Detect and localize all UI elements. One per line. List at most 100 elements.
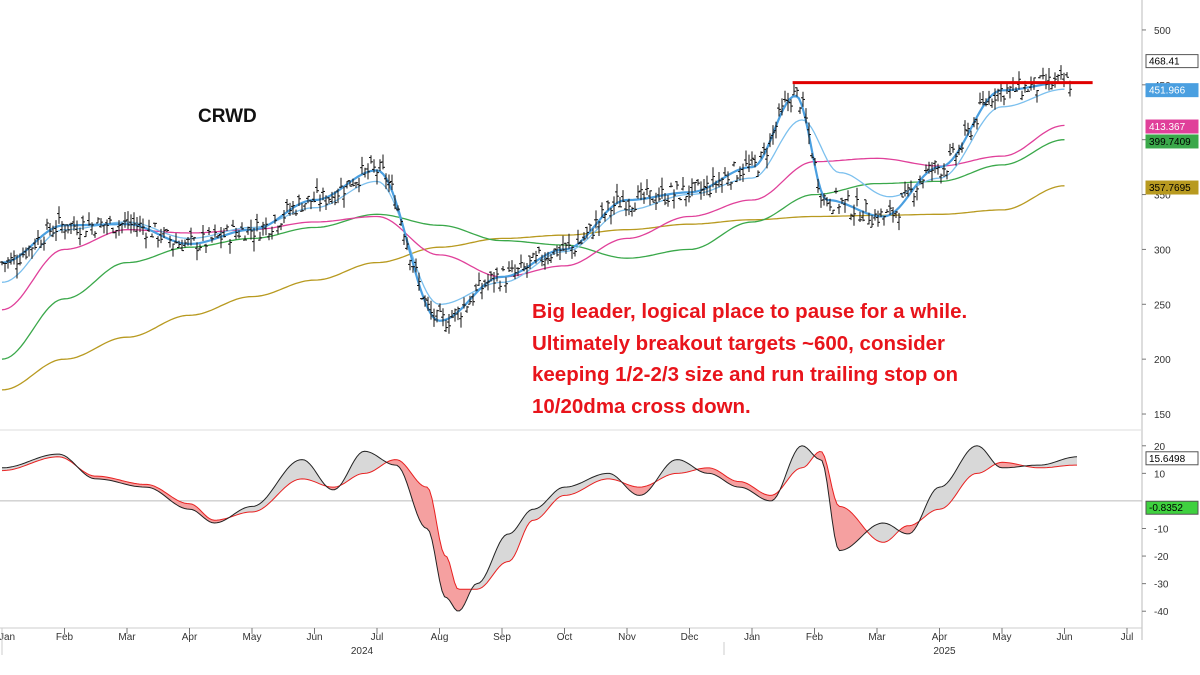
oscillator-band [727, 476, 730, 484]
oscillator-band [94, 476, 97, 479]
oscillator-band [497, 543, 500, 570]
oscillator-band [852, 513, 855, 546]
oscillator-band [332, 487, 335, 490]
oscillator-band [857, 518, 860, 542]
x-tick-label: Mar [118, 632, 136, 643]
oscillator-band [1049, 463, 1052, 468]
oscillator-band [372, 453, 375, 472]
oscillator-band [507, 533, 510, 562]
oscillator-band [932, 490, 935, 512]
oscillator-band [662, 468, 665, 479]
oscillator-band [104, 476, 107, 480]
oscillator-band [769, 495, 772, 501]
last-value-label: 357.7695 [1149, 183, 1191, 194]
oscillator-band [987, 453, 990, 470]
oscillator-band [557, 488, 560, 499]
oscillator-band [939, 486, 942, 510]
oscillator-band [1057, 460, 1060, 467]
oscillator-band [284, 469, 287, 488]
oscillator-band [874, 524, 877, 541]
oscillator-band [637, 487, 640, 496]
oscillator-band [1062, 458, 1065, 467]
oscillator-band [787, 464, 790, 481]
oscillator-band [729, 478, 732, 486]
oscillator-band [767, 494, 770, 501]
x-tick-label: Jul [1121, 632, 1134, 643]
y-tick-label: 150 [1154, 410, 1171, 421]
oscillator-band [249, 506, 252, 513]
oscillator-band [484, 572, 487, 586]
oscillator-band [1064, 458, 1067, 466]
oscillator-band [182, 502, 185, 509]
oscillator-band [589, 477, 592, 486]
osc-y-tick-label: -10 [1154, 525, 1169, 536]
oscillator-band [412, 474, 415, 507]
osc-y-tick-label: 10 [1154, 469, 1166, 480]
osc-last-value-badge [1145, 451, 1199, 466]
last-value-badge [1145, 83, 1199, 98]
ma10-line [1, 81, 1065, 322]
oscillator-band [359, 451, 362, 475]
oscillator-band [732, 479, 735, 487]
oscillator-band [819, 451, 822, 461]
oscillator-band [544, 500, 547, 514]
oscillator-band [282, 472, 285, 491]
x-tick-label: Jun [1056, 632, 1072, 643]
oscillator-band [717, 470, 720, 478]
osc-last-value-label: -0.8352 [1149, 503, 1183, 514]
oscillator-band [747, 483, 750, 491]
year-label: 2024 [351, 646, 374, 657]
oscillator-band [559, 487, 562, 497]
oscillator-band [807, 448, 810, 466]
oscillator-band [377, 456, 380, 469]
oscillator-band [614, 475, 617, 481]
last-value-label: 399.7409 [1149, 137, 1191, 148]
oscillator-band [2, 467, 5, 471]
oscillator-band [707, 467, 710, 474]
oscillator-band [802, 445, 805, 468]
oscillator-band [764, 494, 767, 501]
oscillator-band [572, 485, 575, 495]
oscillator-band [439, 538, 442, 591]
oscillator-band [594, 475, 597, 483]
oscillator-band [934, 487, 937, 511]
y-tick-label: 350 [1154, 191, 1171, 202]
oscillator-band [302, 459, 305, 480]
oscillator-band [1047, 463, 1050, 468]
oscillator-band [534, 508, 537, 521]
ma100-line [1, 139, 1065, 360]
oscillator-band [537, 507, 540, 520]
oscillator-band [1004, 462, 1007, 468]
oscillator-band [297, 459, 300, 480]
oscillator-band [99, 476, 102, 480]
oscillator-band [344, 474, 347, 484]
oscillator-band [944, 483, 947, 508]
oscillator-band [1039, 464, 1042, 468]
x-tick-label: Oct [557, 632, 573, 643]
oscillator-band [804, 446, 807, 468]
annotation-text: Big leader, logical place to pause for a… [532, 296, 1092, 422]
oscillator-band [909, 525, 912, 534]
oscillator-band [892, 525, 895, 538]
oscillator-band [579, 482, 582, 492]
osc-y-tick-label: -40 [1154, 607, 1169, 618]
oscillator-band [179, 501, 182, 508]
year-label: 2025 [933, 646, 956, 657]
oscillator-band [54, 454, 57, 457]
oscillator-band [584, 479, 587, 489]
oscillator-band [1034, 465, 1037, 468]
oscillator-band [964, 452, 967, 483]
oscillator-band [499, 538, 502, 567]
oscillator-band [832, 487, 835, 536]
oscillator-band [52, 454, 55, 458]
oscillator-band [844, 507, 847, 550]
oscillator-signal-line [1, 450, 1077, 590]
last-value-badge [1145, 180, 1199, 195]
price-bars [0, 65, 1072, 334]
oscillator-band [687, 462, 690, 473]
oscillator-band [974, 445, 977, 474]
oscillator-band [887, 523, 890, 542]
oscillator-band [759, 491, 762, 499]
oscillator-band [287, 466, 290, 486]
